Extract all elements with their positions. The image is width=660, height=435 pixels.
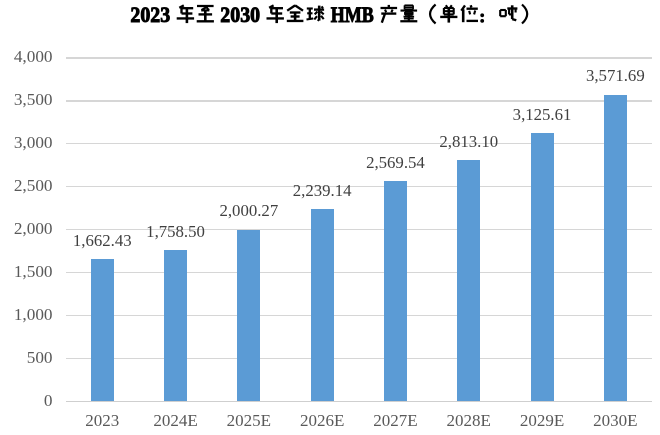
svg-text:HMB: HMB (331, 2, 374, 27)
svg-text:2023: 2023 (130, 2, 170, 27)
svg-text:2030: 2030 (220, 2, 260, 27)
